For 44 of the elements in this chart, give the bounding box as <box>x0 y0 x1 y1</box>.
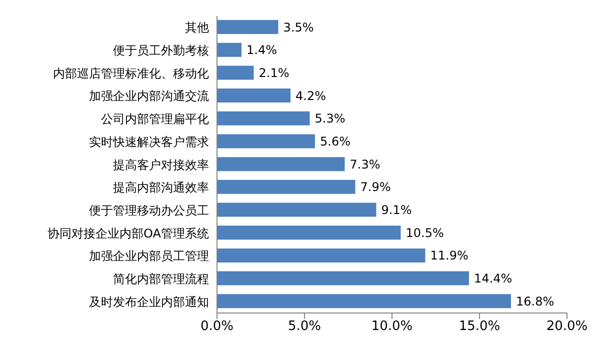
data-label: 16.8% <box>516 294 554 308</box>
data-label: 7.9% <box>360 180 391 194</box>
bar <box>217 180 356 194</box>
x-tick-label: 10.0% <box>371 319 413 334</box>
y-tick-label: 其他 <box>185 20 209 35</box>
bar <box>217 66 254 80</box>
data-label: 7.3% <box>350 157 380 172</box>
data-label: 10.5% <box>406 226 444 240</box>
data-label: 4.2% <box>296 88 326 103</box>
data-label: 14.4% <box>474 272 512 286</box>
data-label: 9.1% <box>381 203 412 218</box>
y-tick-label: 加强企业内部沟通交流 <box>89 89 209 104</box>
bar <box>217 111 310 126</box>
bar <box>217 42 242 57</box>
data-label: 2.1% <box>258 66 290 80</box>
y-tick-label: 及时发布企业内部通知 <box>89 294 209 309</box>
y-tick-label: 便于管理移动办公员工 <box>89 203 209 218</box>
x-tick-label: 20.0% <box>546 319 588 334</box>
bar <box>217 202 376 217</box>
y-tick-label: 加强企业内部员工管理 <box>89 249 209 264</box>
data-label: 3.5% <box>283 20 314 34</box>
bar <box>217 134 315 148</box>
y-tick-label: 协同对接企业内部OA管理系统 <box>48 226 209 240</box>
x-tick-label: 0.0% <box>200 319 234 334</box>
y-tick-label: 简化内部管理流程 <box>113 272 209 286</box>
data-label: 5.6% <box>320 134 350 148</box>
bar <box>217 294 511 308</box>
y-tick-label: 公司内部管理扁平化 <box>101 112 209 126</box>
bar <box>217 226 401 240</box>
y-tick-label: 提高内部沟通效率 <box>113 180 209 195</box>
data-label: 11.9% <box>430 248 468 263</box>
bar <box>217 271 469 286</box>
x-tick-label: 5.0% <box>288 319 322 334</box>
bar <box>217 248 426 262</box>
y-tick-label: 便于员工外勤考核 <box>113 44 209 58</box>
bar <box>217 88 290 103</box>
x-tick-label: 15.0% <box>458 319 500 334</box>
y-tick-label: 实时快速解决客户需求 <box>89 134 209 149</box>
data-label: 1.4% <box>246 43 277 58</box>
bar <box>217 157 345 172</box>
y-tick-label: 内部巡店管理标准化、移动化 <box>53 66 209 80</box>
y-tick-label: 提高客户对接效率 <box>113 158 209 172</box>
bar <box>217 20 278 34</box>
data-label: 5.3% <box>314 112 346 126</box>
